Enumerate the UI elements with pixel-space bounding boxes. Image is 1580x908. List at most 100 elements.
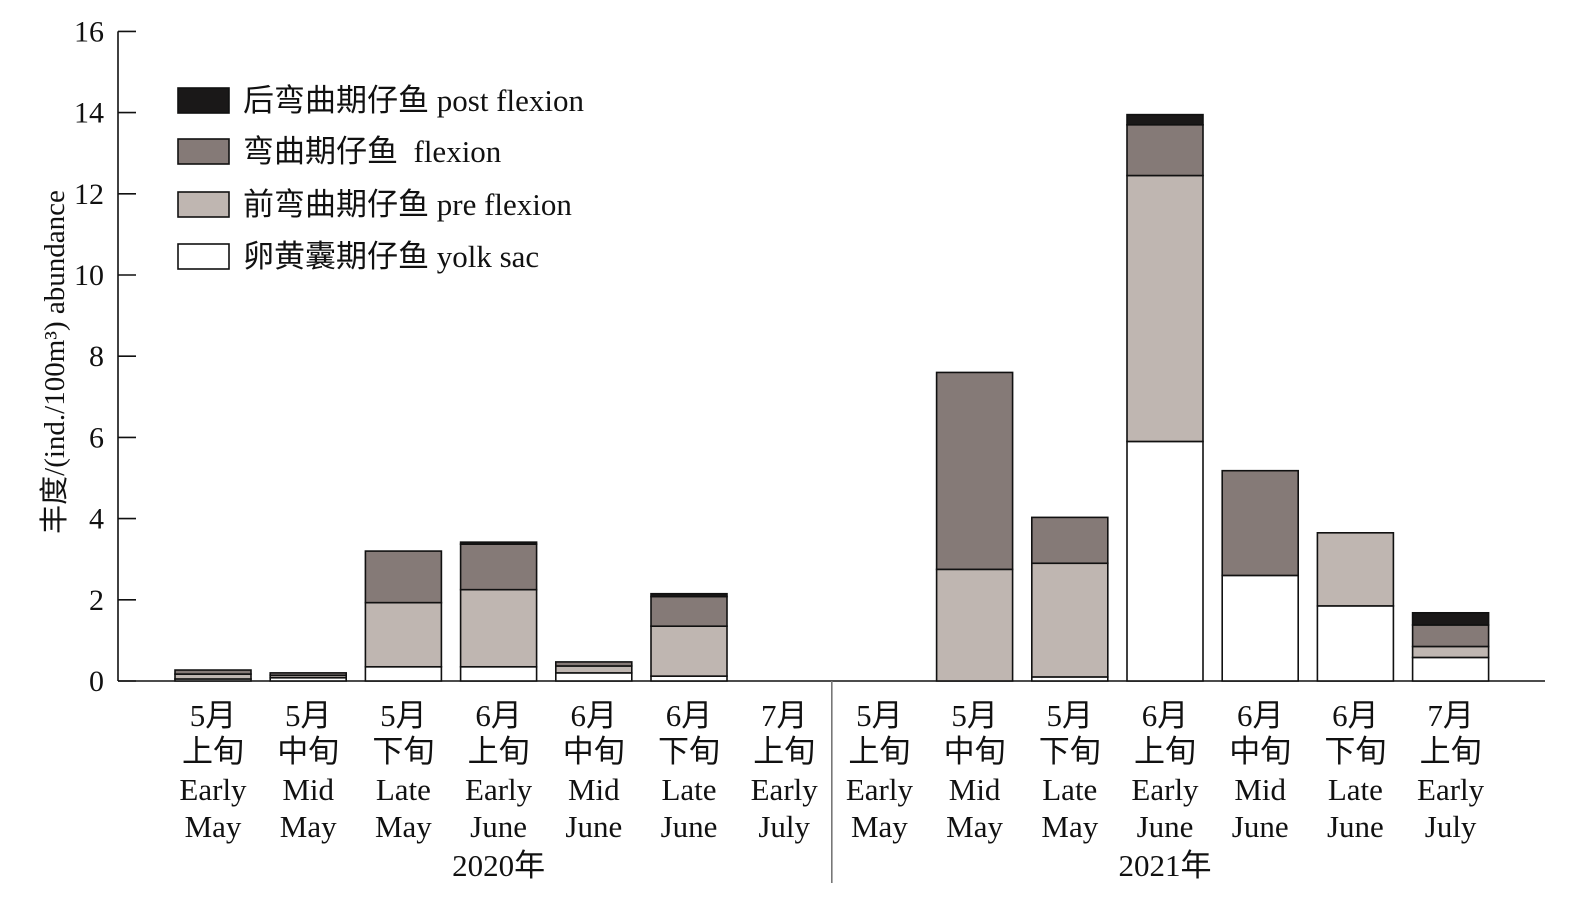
- category-label: 5月: [380, 698, 427, 733]
- bar-segment: [650, 595, 728, 627]
- category-label: 中旬: [563, 734, 625, 769]
- y-tick-label: 10: [74, 259, 104, 292]
- bar-segment: [174, 669, 252, 675]
- category-label: Mid: [949, 772, 1001, 807]
- bar-segment: [1411, 645, 1490, 659]
- bar-segment: [1316, 532, 1395, 607]
- category-label: 6月: [1237, 698, 1284, 733]
- bar-segment: [1316, 605, 1395, 682]
- category-label: 上旬: [848, 734, 910, 769]
- category-label: May: [375, 809, 432, 844]
- category-label: Early: [179, 772, 247, 807]
- legend-label: 后弯曲期仔鱼 post flexion: [243, 83, 584, 118]
- bar-segment: [650, 592, 728, 598]
- legend-label: 前弯曲期仔鱼 pre flexion: [243, 187, 572, 222]
- bar-segment: [1221, 574, 1299, 682]
- category-label: 7月: [761, 698, 808, 733]
- bar-segment: [459, 665, 538, 682]
- bars: [174, 113, 1490, 682]
- category-label: 7月: [1427, 698, 1474, 733]
- category-label: Late: [1042, 772, 1097, 807]
- category-label: Early: [1131, 772, 1199, 807]
- category-label: June: [565, 809, 622, 844]
- category-label: 上旬: [1420, 734, 1482, 769]
- legend-label: 卵黄囊期仔鱼 yolk sac: [243, 239, 539, 274]
- category-label: Mid: [1234, 772, 1286, 807]
- category-label: May: [185, 809, 242, 844]
- category-label: 下旬: [1039, 734, 1101, 769]
- bar-segment: [1126, 174, 1204, 443]
- bar-segment: [1031, 562, 1109, 678]
- category-label: 下旬: [1324, 734, 1386, 769]
- bar-segment: [1221, 469, 1299, 577]
- category-label: 5月: [1047, 698, 1094, 733]
- y-tick-label: 2: [89, 584, 104, 617]
- bar-segment: [1411, 656, 1490, 682]
- bar-segment: [554, 665, 633, 674]
- y-tick-label: 4: [89, 503, 104, 536]
- category-label: 上旬: [753, 734, 815, 769]
- bar-segment: [554, 661, 633, 667]
- bar-segment: [364, 665, 443, 682]
- category-label: Late: [661, 772, 716, 807]
- bar-segment: [364, 550, 443, 604]
- category-label: June: [1137, 809, 1194, 844]
- legend-swatch: [177, 138, 230, 165]
- category-label: Mid: [568, 772, 620, 807]
- y-tick-label: 0: [89, 665, 104, 698]
- category-label: 上旬: [182, 734, 244, 769]
- category-label: July: [758, 809, 810, 844]
- category-label: 中旬: [277, 734, 339, 769]
- bar-segment: [459, 541, 538, 545]
- category-label: 5月: [190, 698, 237, 733]
- category-label: 6月: [1332, 698, 1379, 733]
- category-label: May: [1041, 809, 1098, 844]
- y-axis-label: 丰度/(ind./100m³) abundance: [38, 190, 71, 534]
- category-label: July: [1425, 809, 1477, 844]
- bar-segment: [935, 568, 1014, 682]
- category-label: 5月: [856, 698, 903, 733]
- category-label: 6月: [475, 698, 522, 733]
- category-label: Mid: [282, 772, 334, 807]
- category-label: June: [661, 809, 718, 844]
- category-label: Early: [465, 772, 533, 807]
- category-label: Late: [1328, 772, 1383, 807]
- x-axis-labels: 5月上旬EarlyMay5月中旬MidMay5月下旬LateMay6月上旬Ear…: [179, 681, 1485, 883]
- bar-segment: [1126, 123, 1204, 177]
- bar-segment: [269, 672, 348, 677]
- category-label: 下旬: [372, 734, 434, 769]
- category-label: June: [470, 809, 527, 844]
- category-label: 5月: [951, 698, 998, 733]
- y-tick-label: 14: [74, 97, 104, 130]
- legend-swatch: [177, 191, 230, 218]
- y-tick-label: 8: [89, 340, 104, 373]
- bar-segment: [650, 625, 728, 677]
- bar-segment: [1411, 624, 1490, 648]
- y-tick-label: 12: [74, 178, 104, 211]
- bar-segment: [364, 601, 443, 668]
- category-label: 上旬: [468, 734, 530, 769]
- category-label: 5月: [285, 698, 332, 733]
- legend-swatch: [177, 243, 230, 270]
- bar-segment: [1411, 611, 1490, 626]
- category-label: 中旬: [1229, 734, 1291, 769]
- y-tick-label: 6: [89, 421, 104, 454]
- bar-segment: [935, 371, 1014, 571]
- category-label: June: [1232, 809, 1289, 844]
- category-label: 6月: [666, 698, 713, 733]
- category-label: May: [280, 809, 337, 844]
- bar-segment: [1126, 440, 1204, 682]
- bar-segment: [459, 588, 538, 668]
- category-label: 上旬: [1134, 734, 1196, 769]
- category-label: May: [851, 809, 908, 844]
- category-label: 中旬: [944, 734, 1006, 769]
- legend-label: 弯曲期仔鱼 flexion: [243, 134, 502, 169]
- category-label: Early: [751, 772, 819, 807]
- category-label: Early: [846, 772, 914, 807]
- category-label: May: [946, 809, 1003, 844]
- category-label: 下旬: [658, 734, 720, 769]
- y-tick-label: 16: [74, 15, 104, 48]
- bar-segment: [1031, 516, 1109, 565]
- group-label: 2020年: [452, 848, 545, 883]
